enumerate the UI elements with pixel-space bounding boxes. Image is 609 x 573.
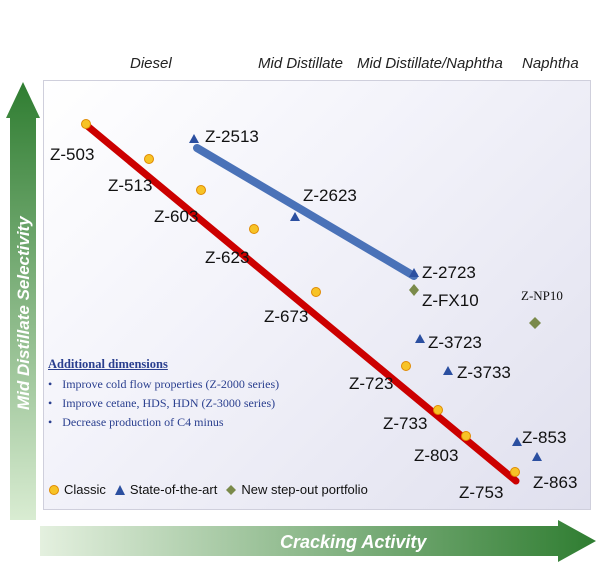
dimension-item: Improve cetane, HDS, HDN (Z-3000 series)	[48, 394, 279, 413]
legend-item-classic: Classic	[48, 482, 106, 497]
y-axis-label: Mid Distillate Selectivity	[14, 215, 33, 410]
label-z603: Z-603	[154, 207, 198, 226]
label-z863: Z-863	[533, 473, 577, 492]
category-diesel: Diesel	[130, 55, 172, 72]
legend-label: Classic	[64, 482, 106, 497]
label-z623: Z-623	[205, 248, 249, 267]
sota-marker-z2723	[409, 268, 419, 277]
legend-label: State-of-the-art	[129, 482, 218, 497]
sota-marker-z3723	[415, 334, 425, 343]
label-z3733: Z-3733	[457, 363, 511, 382]
label-z733: Z-733	[383, 414, 427, 433]
label-z503: Z-503	[50, 145, 94, 164]
additional-dimensions: Additional dimensions Improve cold flow …	[48, 357, 279, 432]
sota-marker-z863	[532, 452, 542, 461]
label-z2513: Z-2513	[205, 127, 259, 146]
diamond-marker-icon	[226, 484, 237, 495]
classic-marker-z753	[510, 467, 520, 477]
classic-marker-z513	[144, 154, 154, 164]
x-axis-arrow: Cracking Activity	[40, 520, 596, 562]
classic-marker-z623	[249, 224, 259, 234]
label-z513: Z-513	[108, 176, 152, 195]
triangle-marker-icon	[114, 484, 125, 495]
classic-marker-z733	[433, 405, 443, 415]
additional-dimensions-title: Additional dimensions	[48, 357, 168, 371]
dimension-item: Improve cold flow properties (Z-2000 ser…	[48, 375, 279, 394]
label-z723: Z-723	[349, 374, 393, 393]
label-z803: Z-803	[414, 446, 458, 465]
category-naphtha: Naphtha	[522, 55, 579, 72]
circle-marker-icon	[49, 484, 59, 495]
legend-label: New step-out portfolio	[241, 482, 368, 497]
sota-marker-z3733	[443, 366, 453, 375]
category-mid-distillate-naphtha: Mid Distillate/Naphtha	[357, 55, 503, 72]
label-z673: Z-673	[264, 307, 308, 326]
label-z3723: Z-3723	[428, 333, 482, 352]
sota-marker-z853	[512, 437, 522, 446]
classic-line	[81, 120, 520, 485]
label-z2723: Z-2723	[422, 263, 476, 282]
y-axis-arrow: Mid Distillate Selectivity	[6, 82, 40, 520]
label-z2623: Z-2623	[303, 186, 357, 205]
classic-marker-z673	[311, 287, 321, 297]
sota-marker-z2513	[189, 134, 199, 143]
stepout-marker-zfx10	[409, 284, 419, 296]
classic-marker-z603	[196, 185, 206, 195]
label-z853: Z-853	[522, 428, 566, 447]
state-of-the-art-line	[193, 144, 418, 280]
legend-item-step-out: New step-out portfolio	[225, 482, 368, 497]
classic-marker-z503	[81, 119, 91, 129]
classic-marker-z723	[401, 361, 411, 371]
label-z753: Z-753	[459, 483, 503, 502]
legend: Classic State-of-the-art New step-out po…	[48, 482, 376, 497]
legend-item-state-of-the-art: State-of-the-art	[114, 482, 217, 497]
dimension-item: Decrease production of C4 minus	[48, 413, 279, 432]
category-mid-distillate: Mid Distillate	[258, 55, 344, 72]
sota-marker-z2623	[290, 212, 300, 221]
label-znp10: Z-NP10	[521, 288, 563, 303]
stepout-marker-znp10	[529, 317, 541, 329]
x-axis-label: Cracking Activity	[280, 532, 427, 552]
classic-marker-z803	[461, 431, 471, 441]
label-zfx10: Z-FX10	[422, 291, 479, 310]
